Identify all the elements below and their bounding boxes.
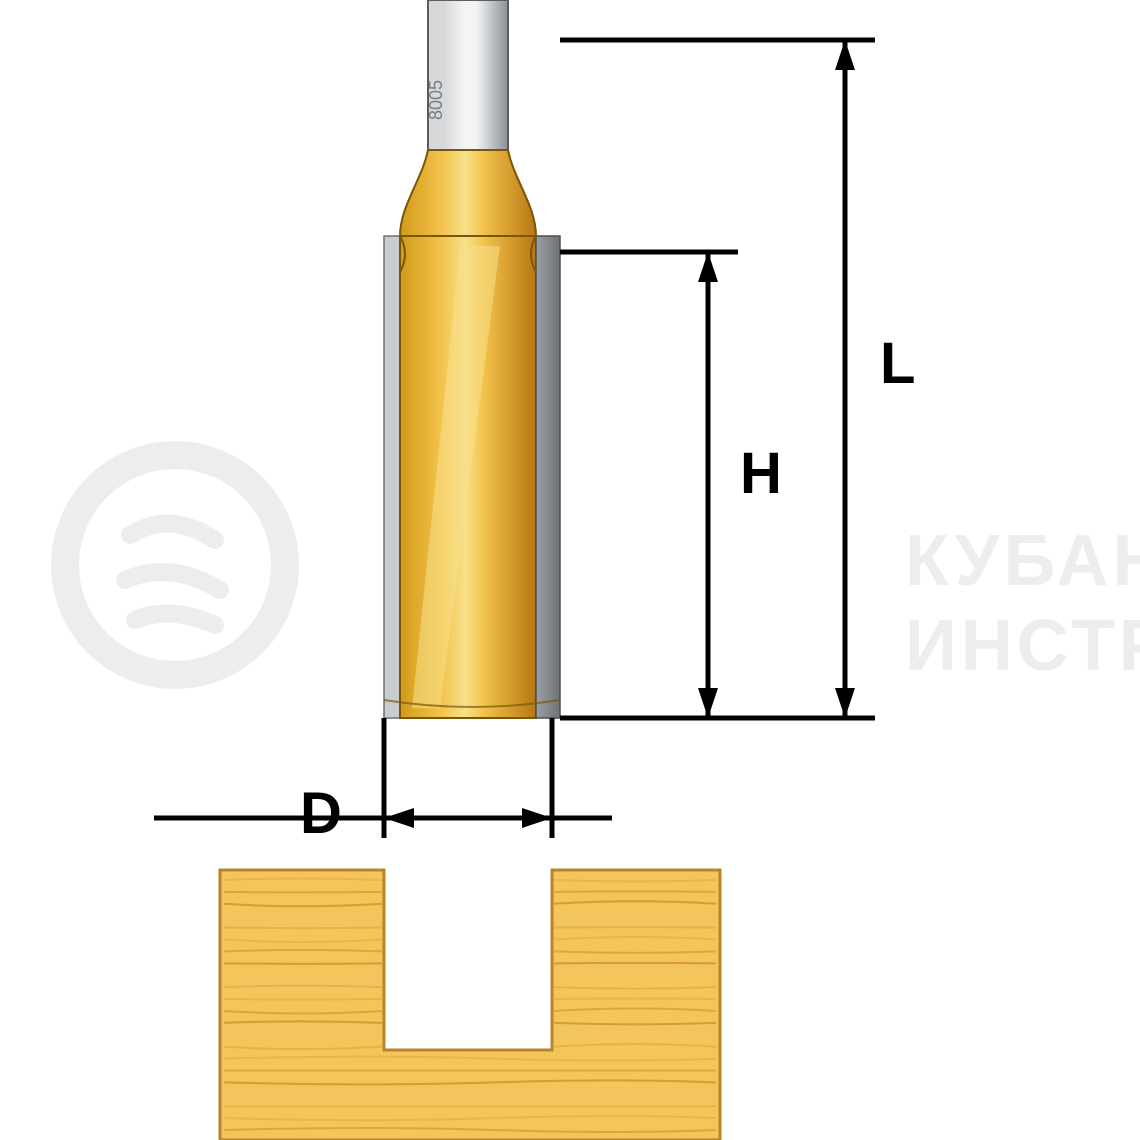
diagram-stage: КУБАН ИНСТР L H D 8005 xyxy=(0,0,1140,1140)
svg-text:8005: 8005 xyxy=(426,80,446,120)
diagram-svg: 8005 xyxy=(0,0,1140,1140)
